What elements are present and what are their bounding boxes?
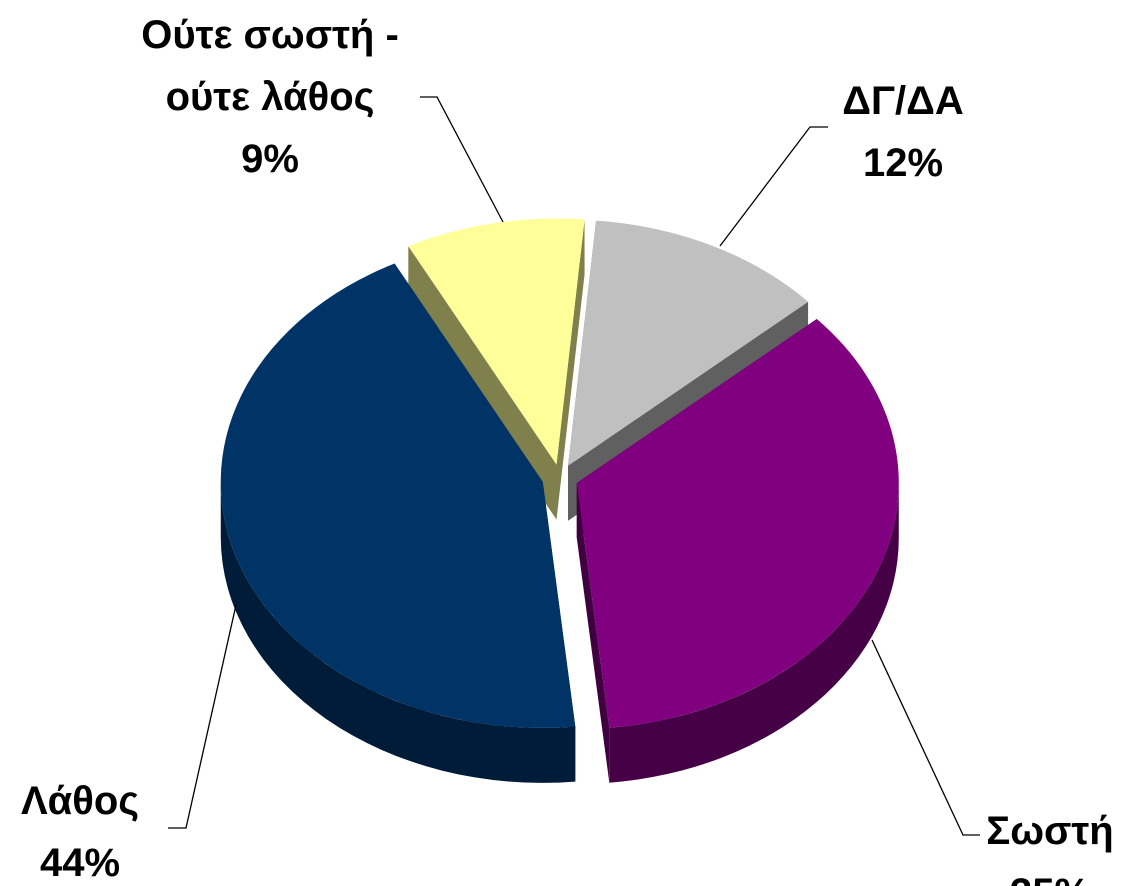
value-label: 35%: [940, 862, 1128, 886]
value-label: 12%: [862, 141, 944, 185]
slice-side: [576, 482, 610, 783]
slice-rim: [220, 481, 576, 783]
pie-slice: [408, 218, 585, 465]
data-label: Λάθος 44%: [0, 770, 170, 886]
pie-slice: [576, 319, 899, 728]
leader-line: [871, 639, 980, 836]
leader-line: [719, 126, 828, 247]
data-label: ΔΓ/ΔΑ 12%: [783, 70, 1023, 194]
slice-side: [556, 219, 585, 520]
data-label: Ούτε σωστή - ούτε λάθος 9%: [105, 4, 435, 190]
category-label: Λάθος: [20, 779, 140, 823]
pie-slice: [568, 220, 809, 466]
value-label: 44%: [39, 841, 121, 885]
leader-line: [168, 604, 237, 829]
leader-line: [420, 96, 504, 223]
value-label: 9%: [241, 137, 299, 181]
category-label: Σωστή: [986, 809, 1114, 853]
pie-slice: [220, 263, 576, 728]
category-label: ΔΓ/ΔΑ: [842, 79, 964, 123]
category-label: Ούτε σωστή - ούτε λάθος: [141, 13, 399, 119]
slice-rim: [609, 482, 899, 783]
data-label: Σωστή 35%: [940, 800, 1128, 886]
